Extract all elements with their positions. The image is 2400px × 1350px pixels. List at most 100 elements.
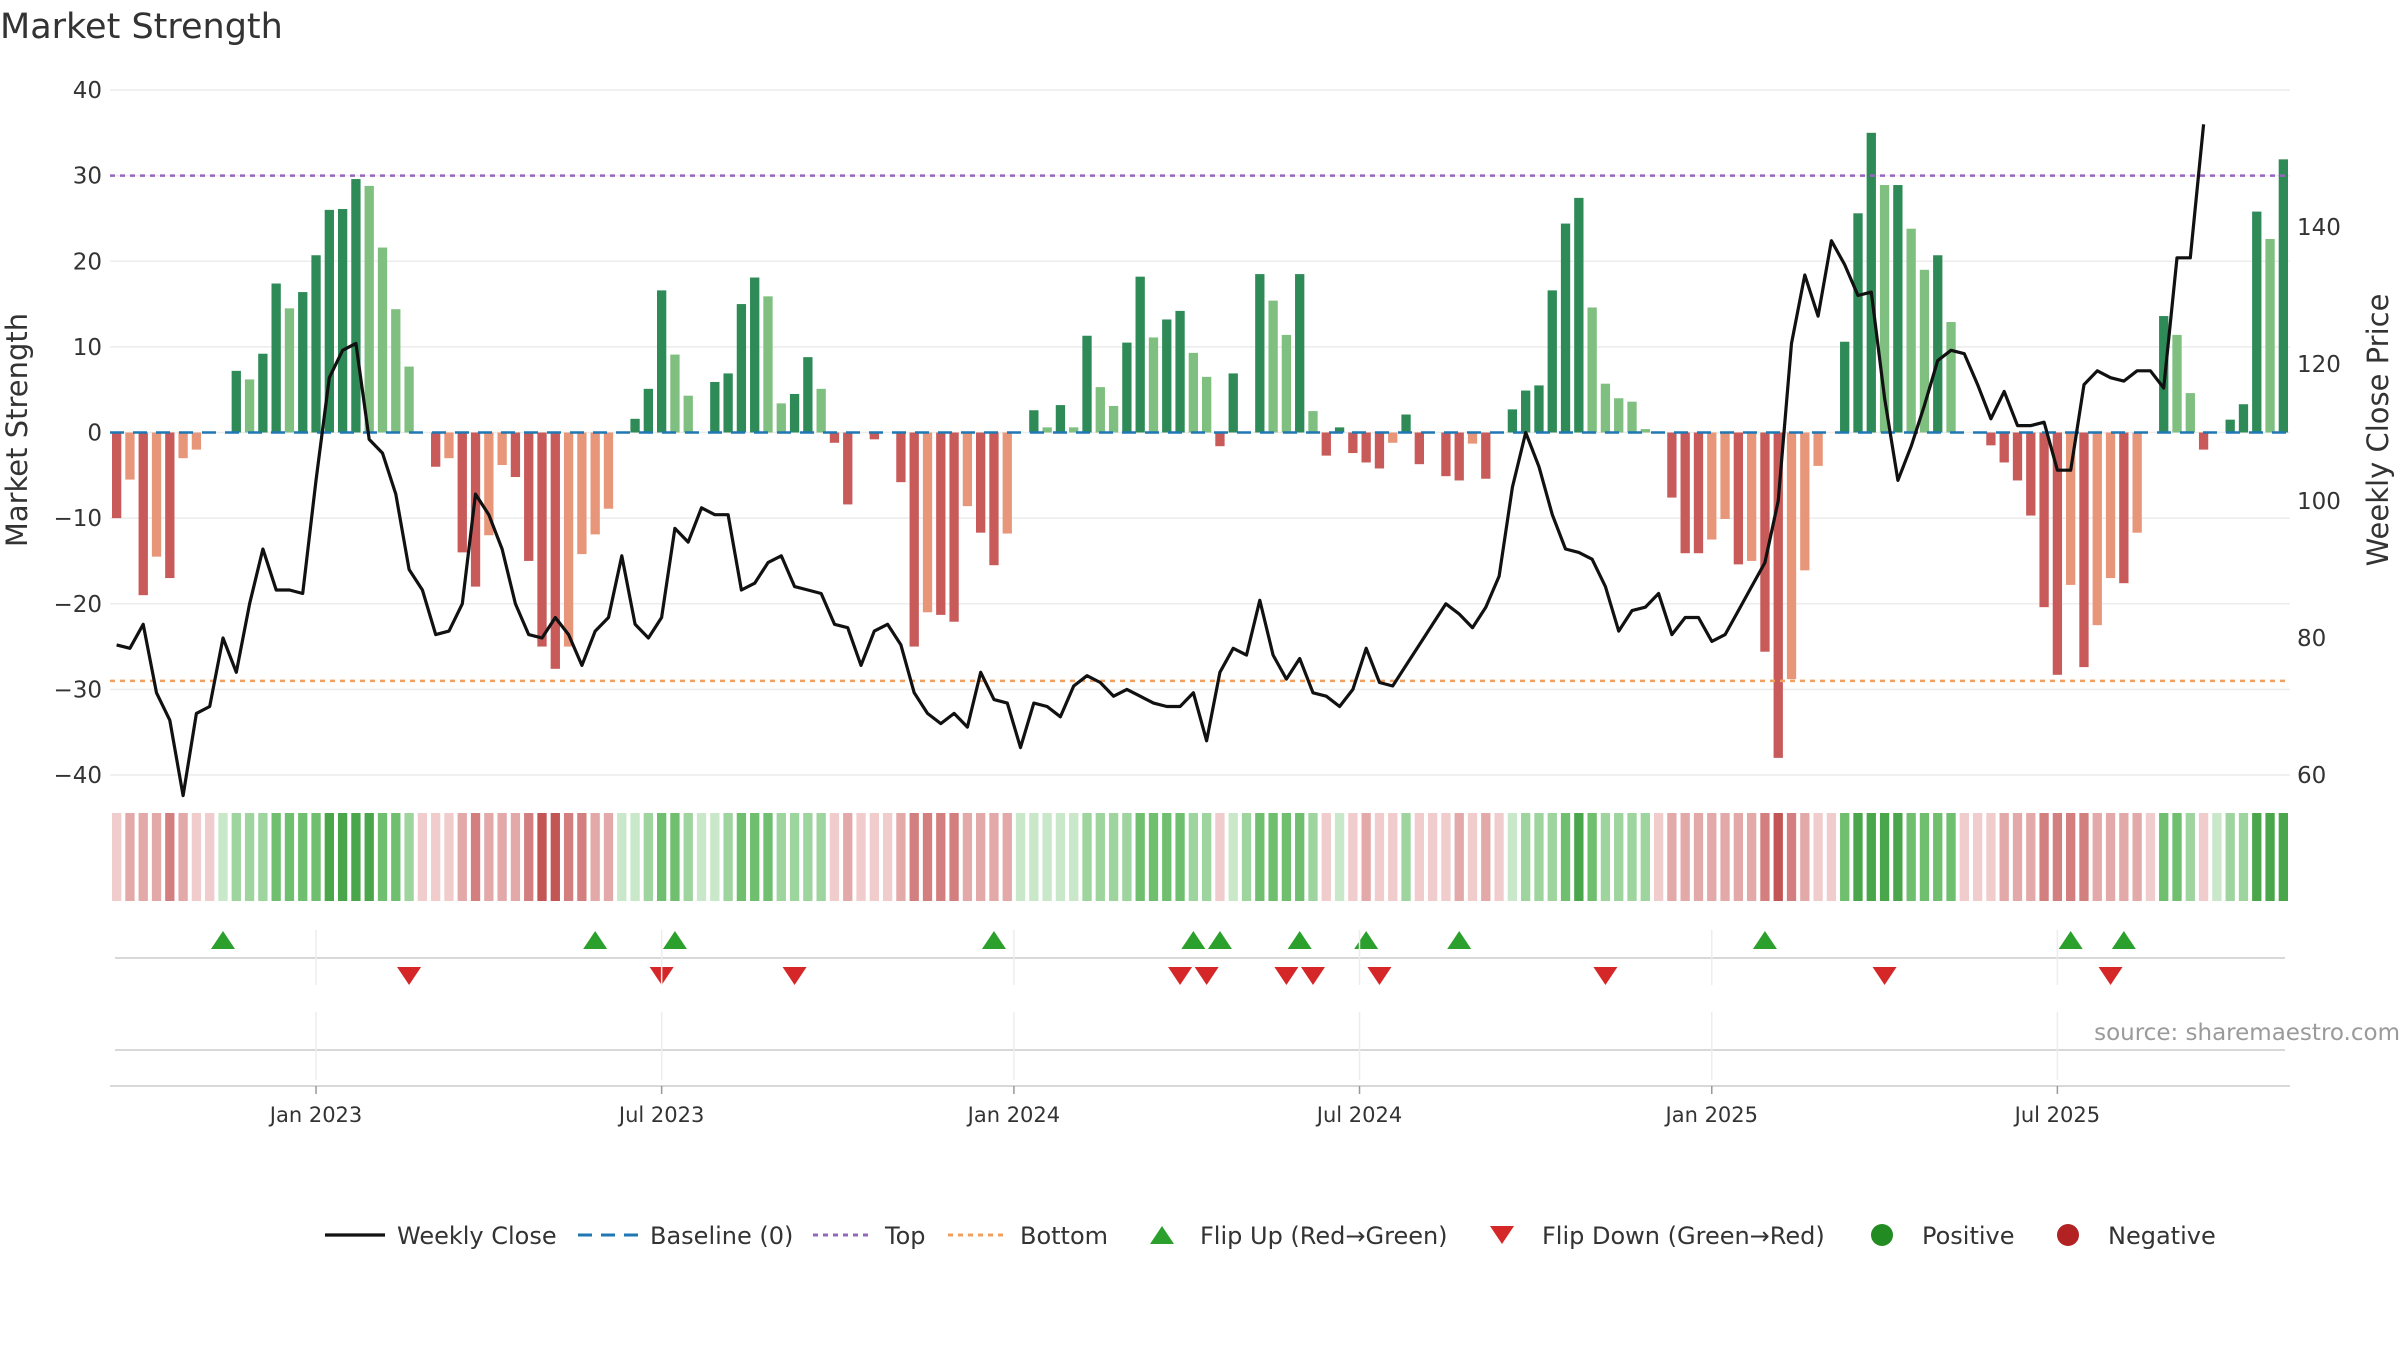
strength-bar (244, 379, 255, 433)
strength-bar (2172, 334, 2182, 433)
regime-cell (1866, 813, 1876, 901)
regime-cell (417, 813, 428, 901)
strength-bar (656, 290, 667, 433)
regime-cell (617, 813, 627, 901)
flip-down-marker (1367, 967, 1392, 985)
regime-cell (2278, 813, 2289, 901)
strength-bar (1986, 432, 1996, 446)
y-tick-left: −20 (53, 592, 102, 618)
regime-cell (1919, 813, 1930, 901)
legend-label: Positive (1922, 1222, 2015, 1250)
regime-cell (1986, 813, 1996, 901)
strength-bar (324, 209, 334, 433)
regime-cell (2052, 813, 2063, 901)
strength-bar (1746, 432, 1757, 561)
legend-label: Negative (2108, 1222, 2216, 1250)
strength-bar (1414, 432, 1424, 465)
strength-bar (962, 432, 973, 507)
strength-bar (1108, 405, 1119, 433)
strength-bar (391, 309, 401, 433)
flip-down-marker (782, 967, 807, 985)
regime-cell (191, 813, 202, 901)
regime-cell (1999, 813, 2009, 901)
regime-cell (1879, 813, 1890, 901)
regime-cell (2026, 813, 2036, 901)
strength-bar (2039, 432, 2049, 608)
strength-bar (1760, 432, 1770, 652)
strength-bar (311, 255, 321, 433)
strength-bar (843, 432, 853, 505)
triangle-up-icon (1150, 1226, 1174, 1244)
regime-cell (976, 813, 986, 901)
regime-cell (2145, 813, 2156, 901)
date-tick-label: Jul 2024 (1315, 1103, 1402, 1127)
strength-bar (603, 432, 614, 509)
regime-cell (165, 813, 175, 901)
regime-cell (1627, 813, 1637, 901)
y-tick-left: 40 (73, 78, 102, 104)
strength-bar (1600, 383, 1611, 433)
strength-bar (643, 388, 654, 433)
regime-cell (1587, 813, 1597, 901)
regime-cell (284, 813, 295, 901)
date-axis: Jan 2023 Jul 2023 Jan 2024 Jul 2024 Jan 2025… (110, 930, 2290, 1127)
strength-bar (1042, 427, 1052, 433)
regime-cell (869, 813, 879, 901)
flip-up-marker (583, 931, 608, 949)
strength-bar (776, 403, 786, 433)
regime-cell (2252, 813, 2262, 901)
left-y-axis: 40 30 20 10 0 −10 −20 −30 −40 (53, 78, 102, 789)
regime-cell (2159, 813, 2169, 901)
strength-bar (364, 185, 374, 433)
regime-cell (1162, 813, 1172, 901)
regime-cell (1600, 813, 1611, 901)
regime-cell (1108, 813, 1119, 901)
y-tick-right: 100 (2297, 489, 2341, 515)
regime-cell (1015, 813, 1026, 901)
strength-bars (111, 132, 2289, 758)
regime-cell (2092, 813, 2102, 901)
regime-cell (1175, 813, 1185, 901)
regime-cell (1095, 813, 1105, 901)
strength-bar (1853, 213, 1863, 433)
strength-bar (351, 179, 361, 433)
regime-cell (989, 813, 999, 901)
y-tick-left: −10 (53, 506, 102, 532)
regime-cell (470, 813, 481, 901)
regime-cell (1082, 813, 1092, 901)
y-tick-left: −40 (53, 763, 102, 789)
strength-bar (670, 354, 680, 433)
strength-bar (1547, 290, 1557, 433)
strength-bar (165, 432, 175, 579)
strength-bar (750, 277, 760, 433)
y-tick-left: 10 (73, 335, 102, 361)
flip-down-marker (1194, 967, 1219, 985)
regime-cell (258, 813, 268, 901)
flip-down-marker (2098, 967, 2123, 985)
regime-cell (2198, 813, 2209, 901)
strength-bar (178, 432, 188, 459)
regime-cell (856, 813, 866, 901)
regime-cell (696, 813, 707, 901)
triangle-down-icon (1490, 1226, 1514, 1244)
flip-up-marker (210, 931, 235, 949)
regime-cell (896, 813, 906, 901)
strength-bar (949, 432, 959, 622)
strength-bar (1454, 432, 1464, 481)
regime-cell (1786, 813, 1797, 901)
regime-cell (1241, 813, 1252, 901)
legend-label: Bottom (1020, 1222, 1108, 1250)
regime-cell (2079, 813, 2089, 901)
regime-cell (2012, 813, 2023, 901)
regime-cell (2172, 813, 2182, 901)
strength-bar (1401, 414, 1411, 433)
right-y-axis: 140 120 100 80 60 (2297, 215, 2341, 789)
strength-bar (2278, 159, 2289, 433)
regime-cell (1401, 813, 1411, 901)
regime-cell (1055, 813, 1066, 901)
strength-bar (2079, 432, 2089, 668)
regime-cell (563, 813, 574, 901)
strength-bar (789, 393, 800, 433)
strength-bar (2119, 432, 2129, 584)
regime-cell (1228, 813, 1238, 901)
